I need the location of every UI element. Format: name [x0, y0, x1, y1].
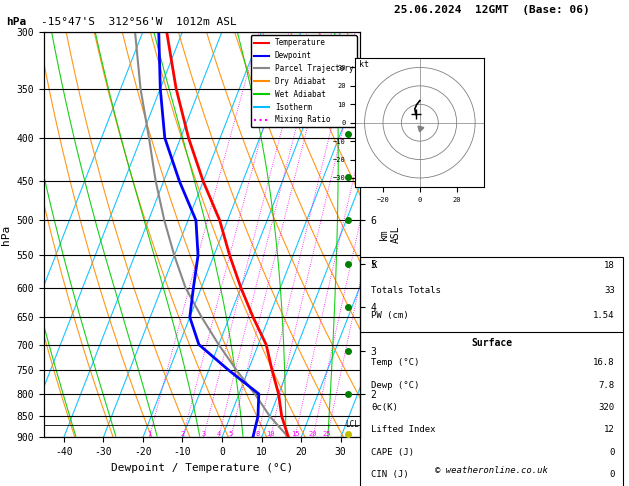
Text: © weatheronline.co.uk: © weatheronline.co.uk [435, 466, 548, 475]
Text: 12: 12 [604, 425, 615, 434]
Text: CIN (J): CIN (J) [371, 470, 409, 479]
Legend: Temperature, Dewpoint, Parcel Trajectory, Dry Adiabat, Wet Adiabat, Isotherm, Mi: Temperature, Dewpoint, Parcel Trajectory… [250, 35, 357, 127]
Text: 33: 33 [604, 286, 615, 295]
Text: 1.54: 1.54 [593, 311, 615, 320]
Text: 0: 0 [610, 470, 615, 479]
Text: 320: 320 [599, 403, 615, 412]
Text: 10: 10 [266, 432, 275, 437]
Text: θc(K): θc(K) [371, 403, 398, 412]
Text: LCL: LCL [345, 420, 359, 429]
Text: 8: 8 [255, 432, 260, 437]
Text: hPa: hPa [6, 17, 26, 27]
Text: 3: 3 [201, 432, 206, 437]
Text: 2: 2 [181, 432, 185, 437]
Text: kt: kt [359, 60, 369, 69]
Text: 4: 4 [216, 432, 221, 437]
Text: -15°47'S  312°56'W  1012m ASL: -15°47'S 312°56'W 1012m ASL [41, 17, 237, 27]
Text: Surface: Surface [471, 338, 512, 348]
Text: CAPE (J): CAPE (J) [371, 448, 414, 457]
Text: 5: 5 [229, 432, 233, 437]
Text: Temp (°C): Temp (°C) [371, 359, 420, 367]
Y-axis label: hPa: hPa [1, 225, 11, 244]
Text: 25: 25 [323, 432, 331, 437]
X-axis label: Dewpoint / Temperature (°C): Dewpoint / Temperature (°C) [111, 463, 293, 473]
Text: 16.8: 16.8 [593, 359, 615, 367]
Text: 0: 0 [610, 448, 615, 457]
Text: PW (cm): PW (cm) [371, 311, 409, 320]
Text: 1: 1 [147, 432, 152, 437]
Text: 20: 20 [309, 432, 317, 437]
Text: 18: 18 [604, 261, 615, 270]
Text: 7.8: 7.8 [599, 381, 615, 390]
Text: K: K [371, 261, 376, 270]
Text: Lifted Index: Lifted Index [371, 425, 435, 434]
Y-axis label: km
ASL: km ASL [379, 226, 401, 243]
Text: 25.06.2024  12GMT  (Base: 06): 25.06.2024 12GMT (Base: 06) [394, 5, 589, 16]
Text: Totals Totals: Totals Totals [371, 286, 441, 295]
Text: 15: 15 [291, 432, 299, 437]
Text: Dewp (°C): Dewp (°C) [371, 381, 420, 390]
